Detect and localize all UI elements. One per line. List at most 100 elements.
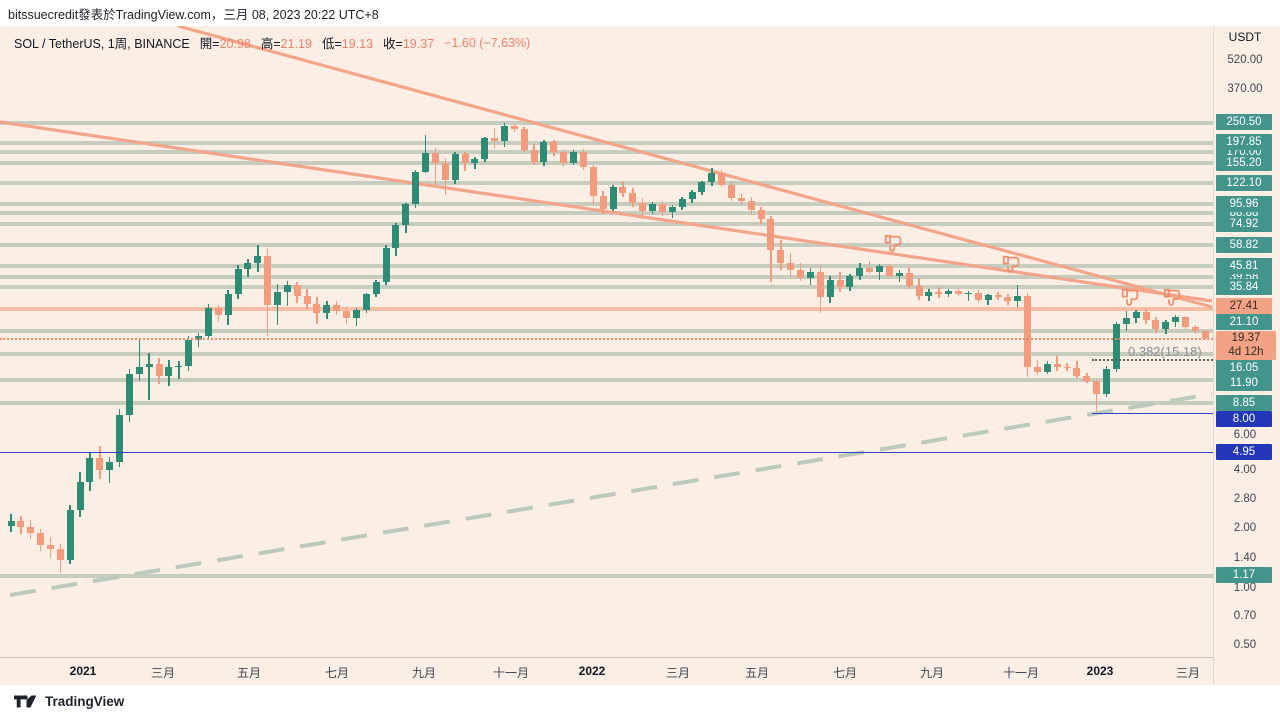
candle-body[interactable] xyxy=(1142,312,1150,320)
candle-body[interactable] xyxy=(1162,322,1170,329)
candle-body[interactable] xyxy=(66,510,74,561)
candle-body[interactable] xyxy=(1182,317,1190,328)
candle-body[interactable] xyxy=(698,182,706,192)
candle-body[interactable] xyxy=(836,280,844,287)
time-label-2023[interactable]: 2023 xyxy=(1086,664,1114,678)
candle-body[interactable] xyxy=(856,268,864,276)
time-label-九月[interactable]: 九月 xyxy=(411,666,437,680)
candle-body[interactable] xyxy=(579,151,587,168)
candle-body[interactable] xyxy=(441,162,449,180)
time-label-2022[interactable]: 2022 xyxy=(578,664,606,678)
candle-body[interactable] xyxy=(925,291,933,297)
candle-body[interactable] xyxy=(1014,295,1022,301)
candle-body[interactable] xyxy=(658,204,666,213)
candle-body[interactable] xyxy=(885,266,893,276)
candle-body[interactable] xyxy=(1083,375,1091,381)
candle-body[interactable] xyxy=(283,285,291,292)
candle-body[interactable] xyxy=(984,295,992,300)
candle-body[interactable] xyxy=(866,268,874,272)
candle-body[interactable] xyxy=(510,125,518,130)
candle-body[interactable] xyxy=(945,290,953,295)
candle-body[interactable] xyxy=(451,154,459,180)
candle-body[interactable] xyxy=(264,256,272,306)
candle-body[interactable] xyxy=(1103,368,1111,394)
time-axis[interactable]: 2021 三月 五月 七月 九月 十一月 2022 三月 五月 七月 九月 十一月 2023 三月 xyxy=(0,657,1213,686)
candle-body[interactable] xyxy=(1172,317,1180,323)
candle-body[interactable] xyxy=(668,206,676,213)
candle-body[interactable] xyxy=(352,310,360,318)
candle-body[interactable] xyxy=(974,292,982,300)
candle-body[interactable] xyxy=(195,335,203,340)
candle-body[interactable] xyxy=(313,304,321,313)
candle-body[interactable] xyxy=(806,271,814,279)
thumbs-down-icon[interactable] xyxy=(1001,255,1022,279)
candle-body[interactable] xyxy=(56,549,64,561)
candle-body[interactable] xyxy=(491,137,499,142)
candle-body[interactable] xyxy=(1093,380,1101,394)
candle-body[interactable] xyxy=(570,151,578,164)
candle-body[interactable] xyxy=(1053,363,1061,367)
candle-body[interactable] xyxy=(224,294,232,315)
time-label-七月[interactable]: 七月 xyxy=(324,666,350,680)
candle-body[interactable] xyxy=(737,198,745,201)
fib-0382-line[interactable] xyxy=(1092,359,1213,361)
candle-body[interactable] xyxy=(1043,363,1051,372)
candle-body[interactable] xyxy=(461,154,469,164)
candle-body[interactable] xyxy=(155,364,163,376)
dashed-support-trendline[interactable] xyxy=(9,392,1213,597)
blue-level-line-4.95[interactable] xyxy=(0,452,1213,453)
candle-body[interactable] xyxy=(116,415,124,462)
candle-body[interactable] xyxy=(609,187,617,210)
candle-body[interactable] xyxy=(649,204,657,211)
candle-body[interactable] xyxy=(293,285,301,297)
candle-body[interactable] xyxy=(560,152,568,164)
candle-body[interactable] xyxy=(244,263,252,269)
candle-body[interactable] xyxy=(639,203,647,211)
candle-body[interactable] xyxy=(76,482,84,511)
candle-body[interactable] xyxy=(629,192,637,204)
candle-body[interactable] xyxy=(1004,297,1012,301)
candle-body[interactable] xyxy=(915,285,923,297)
candle-body[interactable] xyxy=(530,150,538,162)
candle-body[interactable] xyxy=(1191,327,1199,332)
time-label-三月[interactable]: 三月 xyxy=(150,666,176,680)
candle-body[interactable] xyxy=(323,305,331,313)
candle-body[interactable] xyxy=(728,184,735,199)
candle-body[interactable] xyxy=(402,204,410,225)
candle-body[interactable] xyxy=(777,249,785,263)
candle-body[interactable] xyxy=(1201,331,1209,338)
candle-body[interactable] xyxy=(905,272,913,286)
candle-body[interactable] xyxy=(412,171,420,205)
candle-body[interactable] xyxy=(37,533,45,545)
time-label-五月[interactable]: 五月 xyxy=(744,666,770,680)
candle-body[interactable] xyxy=(333,305,341,311)
candle-body[interactable] xyxy=(501,125,508,142)
blue-level-line-8[interactable] xyxy=(1092,413,1213,414)
symbol-header[interactable]: SOL / TetherUS, 1周, BINANCE 開=20.98 高=21.… xyxy=(14,33,530,52)
price-axis[interactable]: USDT 520.00 370.00 6.00 4.00 2.80 2.00 1.40 1.0… xyxy=(1213,26,1280,685)
candle-body[interactable] xyxy=(895,272,903,276)
candle-body[interactable] xyxy=(1073,368,1081,376)
time-label-十一月[interactable]: 十一月 xyxy=(1002,666,1040,680)
thumbs-down-icon[interactable] xyxy=(883,234,904,258)
tradingview-brand[interactable]: TradingView xyxy=(45,693,125,709)
candle-body[interactable] xyxy=(688,191,696,199)
candle-body[interactable] xyxy=(994,295,1002,297)
candle-body[interactable] xyxy=(1112,323,1120,369)
candle-body[interactable] xyxy=(165,366,173,376)
candle-body[interactable] xyxy=(17,520,25,528)
candle-body[interactable] xyxy=(175,365,183,368)
candle-body[interactable] xyxy=(718,172,726,185)
candle-body[interactable] xyxy=(1122,317,1130,324)
candle-body[interactable] xyxy=(27,527,35,534)
candle-body[interactable] xyxy=(382,247,390,283)
candle-body[interactable] xyxy=(46,544,54,550)
candle-body[interactable] xyxy=(204,308,212,336)
candle-body[interactable] xyxy=(362,294,370,311)
candle-body[interactable] xyxy=(125,373,133,416)
candle-body[interactable] xyxy=(106,461,114,470)
candle-body[interactable] xyxy=(708,172,716,183)
candle-body[interactable] xyxy=(135,367,143,374)
candlestick-chart[interactable]: 0.382(15.18) SOL / TetherUS, 1周, BINANCE… xyxy=(0,26,1213,657)
candle-body[interactable] xyxy=(767,219,775,250)
